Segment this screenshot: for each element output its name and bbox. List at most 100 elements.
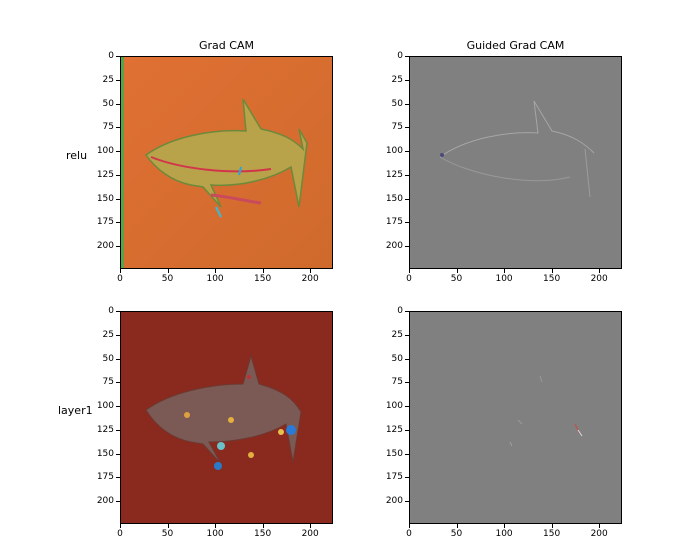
y-tick-mark xyxy=(405,501,409,503)
x-tick-label: 200 xyxy=(590,529,608,539)
y-tick-label: 100 xyxy=(385,401,403,412)
x-tick-label: 50 xyxy=(450,529,463,539)
x-tick-mark xyxy=(409,524,410,528)
y-tick-mark xyxy=(405,79,409,81)
y-tick-mark xyxy=(116,358,120,360)
x-tick-label: 150 xyxy=(543,274,561,284)
y-tick-label: 150 xyxy=(96,448,114,459)
y-tick-label: 100 xyxy=(385,146,403,157)
y-tick-label: 125 xyxy=(96,424,114,435)
x-tick-label: 100 xyxy=(206,529,224,539)
y-tick-label: 200 xyxy=(385,241,403,252)
y-tick-mark xyxy=(116,406,120,408)
x-tick-label: 0 xyxy=(406,529,412,539)
y-tick-mark xyxy=(405,382,409,384)
y-tick-mark xyxy=(405,246,409,248)
x-tick-label: 50 xyxy=(161,529,174,539)
y-tick-label: 0 xyxy=(397,306,403,316)
y-tick-mark xyxy=(405,56,409,57)
x-tick-label: 150 xyxy=(254,529,272,539)
gradcam-relu-image xyxy=(120,56,333,269)
x-tick-mark xyxy=(310,524,312,528)
x-tick-mark xyxy=(120,524,121,528)
y-tick-mark xyxy=(116,453,120,455)
x-tick-mark xyxy=(120,269,121,273)
column-title-grad-cam: Grad CAM xyxy=(199,39,254,52)
y-tick-mark xyxy=(116,103,120,105)
x-tick-label: 50 xyxy=(161,274,174,284)
x-tick-label: 100 xyxy=(206,274,224,284)
y-tick-mark xyxy=(116,477,120,479)
x-tick-mark xyxy=(599,524,601,528)
x-tick-label: 50 xyxy=(450,274,463,284)
y-tick-label: 125 xyxy=(385,424,403,435)
y-tick-label: 100 xyxy=(96,146,114,157)
y-tick-label: 50 xyxy=(391,353,403,364)
x-tick-mark xyxy=(409,269,410,273)
x-tick-label: 0 xyxy=(117,274,123,284)
row-label-layer1: layer1 xyxy=(58,404,93,417)
x-tick-mark xyxy=(215,269,217,273)
y-tick-label: 175 xyxy=(96,472,114,483)
y-tick-label: 175 xyxy=(385,472,403,483)
x-tick-mark xyxy=(167,524,169,528)
y-tick-label: 50 xyxy=(102,353,114,364)
y-tick-mark xyxy=(405,429,409,431)
y-tick-mark xyxy=(405,222,409,224)
guided-gradcam-layer1-image xyxy=(409,311,622,524)
y-tick-mark xyxy=(405,103,409,105)
y-tick-mark xyxy=(405,477,409,479)
x-tick-mark xyxy=(599,269,601,273)
y-tick-mark xyxy=(116,198,120,200)
y-tick-mark xyxy=(116,334,120,336)
x-tick-label: 100 xyxy=(495,529,513,539)
y-tick-label: 150 xyxy=(385,448,403,459)
y-tick-label: 50 xyxy=(102,98,114,109)
y-tick-mark xyxy=(405,334,409,336)
y-tick-mark xyxy=(116,174,120,176)
y-tick-label: 200 xyxy=(96,496,114,507)
y-tick-label: 25 xyxy=(102,74,114,85)
y-tick-mark xyxy=(116,429,120,431)
x-tick-mark xyxy=(456,269,458,273)
y-tick-mark xyxy=(405,127,409,129)
x-tick-mark xyxy=(504,524,506,528)
y-tick-label: 0 xyxy=(108,306,114,316)
x-tick-label: 200 xyxy=(301,529,319,539)
y-tick-mark xyxy=(116,246,120,248)
y-tick-label: 50 xyxy=(391,98,403,109)
y-tick-label: 75 xyxy=(391,377,403,388)
y-tick-label: 75 xyxy=(102,377,114,388)
x-tick-label: 100 xyxy=(495,274,513,284)
x-tick-mark xyxy=(262,524,264,528)
y-tick-label: 150 xyxy=(385,193,403,204)
y-tick-mark xyxy=(116,127,120,129)
x-tick-label: 150 xyxy=(543,529,561,539)
column-title-guided-grad-cam: Guided Grad CAM xyxy=(466,39,565,52)
x-tick-mark xyxy=(310,269,312,273)
x-tick-mark xyxy=(504,269,506,273)
y-tick-label: 175 xyxy=(385,217,403,228)
y-tick-mark xyxy=(405,358,409,360)
y-tick-label: 75 xyxy=(102,122,114,133)
y-tick-mark xyxy=(116,79,120,81)
y-tick-mark xyxy=(405,151,409,153)
y-tick-mark xyxy=(116,382,120,384)
guided-gradcam-relu-image xyxy=(409,56,622,269)
y-tick-label: 125 xyxy=(96,169,114,180)
x-tick-mark xyxy=(215,524,217,528)
x-tick-mark xyxy=(167,269,169,273)
y-tick-mark xyxy=(116,222,120,224)
y-tick-mark xyxy=(116,151,120,153)
y-tick-label: 25 xyxy=(391,329,403,340)
row-label-relu: relu xyxy=(66,149,88,162)
x-tick-mark xyxy=(551,524,553,528)
y-tick-mark xyxy=(405,406,409,408)
y-tick-label: 75 xyxy=(391,122,403,133)
y-tick-mark xyxy=(405,198,409,200)
y-tick-label: 150 xyxy=(96,193,114,204)
y-tick-label: 200 xyxy=(385,496,403,507)
y-tick-label: 25 xyxy=(102,329,114,340)
y-tick-mark xyxy=(405,174,409,176)
x-tick-label: 0 xyxy=(406,274,412,284)
